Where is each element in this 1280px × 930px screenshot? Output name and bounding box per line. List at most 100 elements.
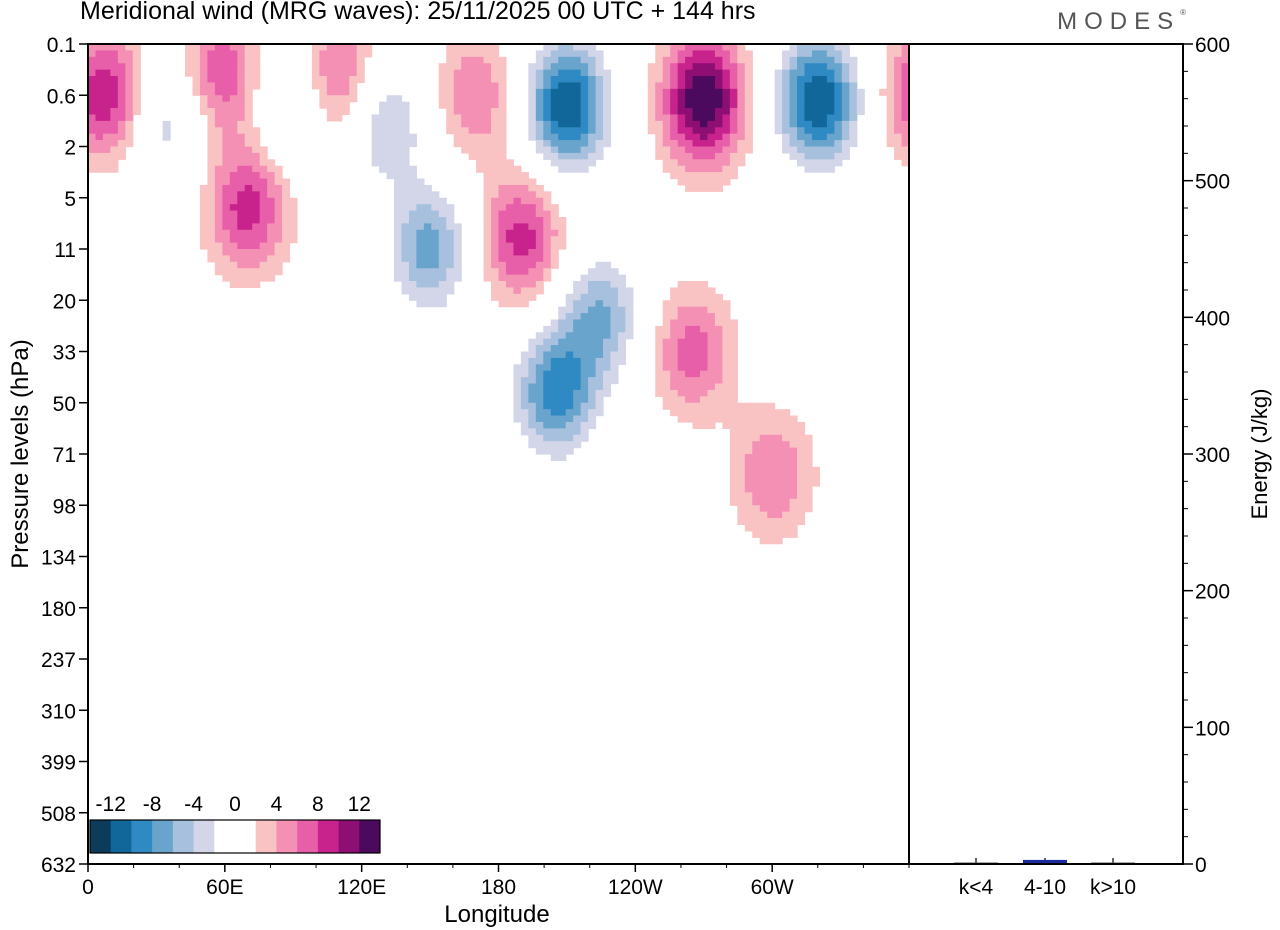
contour-cell [88,63,126,71]
contour-cell [774,120,783,128]
contour-cell [834,76,843,84]
contour-cell [259,152,268,160]
contour-cell [162,127,171,135]
contour-cell [491,287,515,295]
contour-cell [528,338,544,346]
contour-cell [543,95,552,103]
contour-cell [199,229,216,237]
contour-cell [117,140,134,148]
contour-cell [453,95,500,103]
contour-cell [580,313,612,321]
contour-cell [834,101,843,109]
contour-cell [483,216,492,224]
contour-cell [199,184,216,192]
contour-cell [491,120,507,128]
contour-cell [282,184,291,192]
contour-cell [535,447,574,455]
contour-cell [744,473,798,481]
contour-cell [491,281,507,289]
contour-cell [550,357,582,365]
contour-cell [132,101,141,109]
colorbar-swatch [193,820,215,853]
contour-cell [729,88,738,96]
contour-cell [401,281,417,289]
contour-cell [491,242,500,250]
contour-cell [789,505,813,513]
contour-cell [394,184,432,192]
contour-cell [117,82,126,90]
contour-cell [274,178,291,186]
contour-cell [588,63,597,71]
contour-cell [319,88,328,96]
contour-cell [356,63,365,71]
y-tick-label: 134 [41,547,76,570]
contour-cell [707,357,724,365]
contour-cell [513,409,529,417]
contour-cell [199,56,209,64]
contour-cell [558,313,567,321]
contour-cell [610,364,619,372]
contour-cell [670,127,679,135]
contour-cell [102,133,126,141]
contour-cell [834,95,843,103]
contour-cell [416,204,432,212]
contour-cell [722,120,731,128]
contour-cell [901,108,909,116]
contour-cell [677,120,686,128]
contour-cell [580,428,589,436]
contour-cell [677,69,686,77]
contour-cell [841,50,850,58]
contour-cell [185,69,201,77]
contour-cell [588,88,597,96]
contour-cell [483,184,500,192]
contour-cell [662,338,679,346]
contour-cell [655,101,664,109]
contour-cell [804,127,835,135]
contour-cell [199,242,223,250]
contour-cell [662,120,671,128]
contour-cell [446,56,462,64]
contour-cell [408,216,447,224]
contour-cell [677,313,716,321]
contour-cell [670,50,679,58]
contour-cell [595,261,612,269]
contour-cell [782,56,791,64]
contour-cell [744,460,798,468]
colorbar-border [89,819,381,854]
energy-tick-label: 600 [1195,34,1230,57]
contour-cell [610,325,626,333]
contour-cell [573,389,589,397]
contour-cell [789,82,798,90]
contour-cell [416,281,440,289]
contour-cell [229,236,268,244]
contour-cell [841,56,858,64]
contour-cell [565,332,612,340]
contour-cell [841,76,850,84]
contour-cell [528,396,544,404]
contour-cell [886,44,903,52]
contour-cell [244,133,261,141]
colorbar-swatch [90,820,112,853]
colorbar-label: 0 [229,793,241,816]
contour-cell [677,95,686,103]
contour-cell [595,300,604,308]
contour-cell [744,524,798,532]
contour-cell [849,133,858,141]
contour-cell [834,140,843,148]
contour-cell [505,281,537,289]
contour-cell [834,120,843,128]
contour-cell [207,50,238,58]
contour-cell [438,95,455,103]
contour-cell [662,165,686,173]
contour-cell [520,287,544,295]
contour-cell [849,82,858,90]
contour-cell [580,421,597,429]
contour-cell [483,249,492,257]
contour-cell [595,140,612,148]
contour-cell [588,389,597,397]
contour-cell [595,108,604,116]
contour-cell [95,69,111,77]
contour-cell [894,146,909,154]
contour-cell [588,287,619,295]
contour-cell [311,50,320,58]
